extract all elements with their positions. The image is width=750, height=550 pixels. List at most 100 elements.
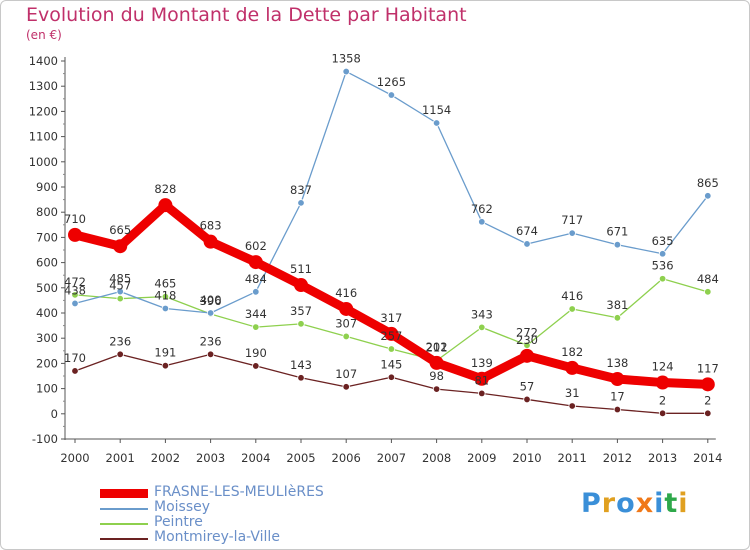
data-point bbox=[387, 345, 396, 353]
data-label: 236 bbox=[109, 334, 131, 348]
data-label: 230 bbox=[516, 333, 538, 347]
y-tick-label: 700 bbox=[36, 230, 58, 244]
legend-label-montmirey: Montmirey-la-Ville bbox=[154, 529, 280, 545]
data-label: 272 bbox=[516, 325, 538, 339]
data-label: 416 bbox=[561, 289, 583, 303]
data-point bbox=[206, 309, 215, 317]
x-tick-label: 2001 bbox=[106, 451, 135, 465]
legend-label-peintre: Peintre bbox=[154, 514, 203, 530]
data-label: 143 bbox=[290, 358, 312, 372]
legend-label-moissey: Moissey bbox=[154, 499, 211, 515]
data-point bbox=[252, 362, 260, 370]
data-point bbox=[478, 218, 486, 226]
data-label: 191 bbox=[154, 346, 176, 360]
data-label: 17 bbox=[610, 390, 625, 404]
y-tick-label: 100 bbox=[36, 382, 58, 396]
proxiti-logo: Proxiti bbox=[581, 488, 689, 519]
data-point bbox=[658, 275, 667, 283]
data-label: 865 bbox=[697, 176, 719, 190]
x-tick-label: 2000 bbox=[60, 451, 89, 465]
data-label: 418 bbox=[154, 288, 176, 302]
data-point bbox=[523, 395, 531, 404]
data-label: 602 bbox=[245, 239, 267, 253]
data-label: 98 bbox=[429, 369, 444, 383]
logo-letter: P bbox=[581, 488, 602, 519]
data-label: 1265 bbox=[377, 75, 406, 89]
data-label: 837 bbox=[290, 183, 312, 197]
logo-letter: x bbox=[635, 488, 655, 519]
data-label: 236 bbox=[200, 334, 222, 348]
data-label: 472 bbox=[64, 275, 86, 289]
data-label: 1154 bbox=[422, 103, 451, 117]
data-label: 683 bbox=[200, 219, 222, 233]
y-tick-label: 900 bbox=[36, 180, 58, 194]
data-label: 511 bbox=[290, 262, 312, 276]
data-point bbox=[71, 299, 79, 308]
data-point bbox=[474, 371, 489, 386]
x-tick-label: 2009 bbox=[467, 451, 496, 465]
legend-swatch-montmirey bbox=[100, 538, 148, 540]
data-point bbox=[568, 229, 576, 237]
data-point bbox=[384, 326, 399, 341]
data-label: 257 bbox=[380, 329, 402, 343]
logo-letter: i bbox=[678, 488, 689, 519]
data-point bbox=[71, 291, 79, 299]
logo-letter: o bbox=[616, 488, 636, 519]
data-point bbox=[297, 199, 305, 207]
data-label: 139 bbox=[471, 356, 493, 370]
data-label: 317 bbox=[380, 311, 402, 325]
y-tick-label: 300 bbox=[36, 331, 58, 345]
x-tick-label: 2008 bbox=[422, 451, 451, 465]
y-tick-label: 1000 bbox=[29, 155, 58, 169]
data-label: 145 bbox=[380, 357, 402, 371]
data-label: 170 bbox=[64, 351, 86, 365]
data-label: 357 bbox=[290, 304, 312, 318]
data-label: 81 bbox=[474, 373, 489, 387]
data-label: 2 bbox=[704, 393, 711, 407]
data-point bbox=[297, 320, 305, 328]
data-label: 828 bbox=[154, 182, 176, 196]
data-point bbox=[113, 239, 128, 254]
data-label: 485 bbox=[109, 272, 131, 286]
data-point bbox=[478, 389, 486, 398]
y-tick-label: 400 bbox=[36, 306, 58, 320]
data-point bbox=[71, 367, 79, 375]
data-point bbox=[704, 409, 712, 417]
chart-title: Evolution du Montant de la Dette par Hab… bbox=[26, 4, 467, 26]
x-tick-label: 2002 bbox=[151, 451, 180, 465]
x-tick-label: 2005 bbox=[286, 451, 315, 465]
x-tick-label: 2007 bbox=[377, 451, 406, 465]
data-point bbox=[203, 234, 218, 249]
data-point bbox=[297, 374, 305, 382]
data-point bbox=[342, 383, 350, 391]
data-point bbox=[432, 385, 441, 393]
data-label: 211 bbox=[426, 341, 448, 355]
data-label: 343 bbox=[471, 307, 493, 321]
legend-swatch-moissey bbox=[100, 508, 148, 510]
logo-letter: i bbox=[654, 488, 665, 519]
data-label: 717 bbox=[561, 213, 583, 227]
y-tick-label: 200 bbox=[36, 356, 58, 370]
data-point bbox=[294, 278, 308, 293]
x-tick-label: 2004 bbox=[241, 451, 270, 465]
data-point bbox=[206, 350, 215, 359]
data-point bbox=[429, 355, 444, 370]
legend-swatch-frasne bbox=[100, 489, 148, 498]
data-point bbox=[613, 241, 622, 249]
x-tick-label: 2006 bbox=[332, 451, 361, 465]
data-label: 665 bbox=[109, 223, 131, 237]
data-point bbox=[116, 287, 124, 296]
y-tick-label: -100 bbox=[32, 432, 58, 446]
data-point bbox=[568, 305, 576, 313]
data-label: 2 bbox=[659, 393, 666, 407]
data-point bbox=[658, 409, 667, 417]
x-tick-label: 2013 bbox=[648, 451, 677, 465]
data-point bbox=[248, 255, 263, 270]
x-tick-label: 2003 bbox=[196, 451, 225, 465]
data-point bbox=[116, 350, 124, 359]
chart-subtitle: (en €) bbox=[26, 28, 62, 42]
data-point bbox=[161, 361, 170, 370]
data-point bbox=[610, 372, 625, 387]
data-label: 674 bbox=[516, 224, 538, 238]
data-label: 117 bbox=[697, 361, 719, 375]
